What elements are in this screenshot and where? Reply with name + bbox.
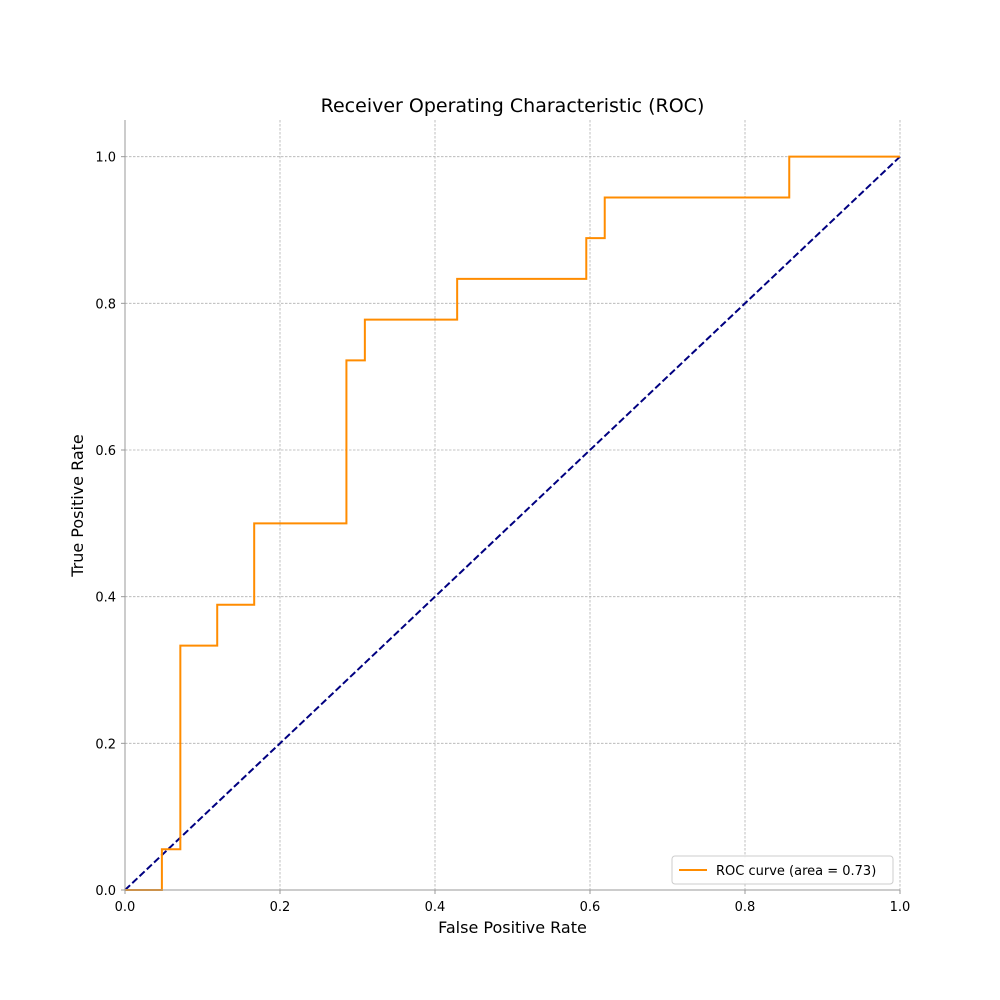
axes bbox=[124, 120, 900, 891]
x-tick-label-0: 0.0 bbox=[115, 900, 136, 915]
legend-box bbox=[671, 855, 894, 885]
x-tick-label-2: 0.4 bbox=[425, 900, 446, 915]
legend: ROC curve (area = 0.73) bbox=[671, 855, 894, 885]
grid bbox=[125, 120, 901, 890]
legend-label: ROC curve (area = 0.73) bbox=[716, 864, 876, 879]
ticks: 0.0 0.2 0.4 0.6 0.8 1.0 0.0 0.2 0.4 0.6 0.8 1.0 bbox=[95, 151, 910, 915]
y-tick-label-5: 1.0 bbox=[95, 151, 116, 166]
y-tick-label-4: 0.8 bbox=[95, 297, 116, 312]
x-tick-label-4: 0.8 bbox=[735, 900, 756, 915]
y-axis-label: True Positive Rate bbox=[68, 434, 87, 578]
x-tick-label-3: 0.6 bbox=[580, 900, 601, 915]
x-tick-label-1: 0.2 bbox=[270, 900, 291, 915]
chart-title: Receiver Operating Characteristic (ROC) bbox=[321, 95, 705, 117]
y-tick-label-2: 0.4 bbox=[95, 591, 116, 606]
y-tick-label-1: 0.2 bbox=[95, 737, 116, 752]
plot-series bbox=[124, 155, 901, 891]
x-tick-label-5: 1.0 bbox=[890, 900, 911, 915]
x-axis-label: False Positive Rate bbox=[438, 918, 587, 937]
y-tick-label-0: 0.0 bbox=[95, 884, 116, 899]
chance-diagonal-line bbox=[124, 155, 901, 891]
y-tick-label-3: 0.6 bbox=[95, 444, 116, 459]
roc-curve-line bbox=[125, 155, 900, 891]
